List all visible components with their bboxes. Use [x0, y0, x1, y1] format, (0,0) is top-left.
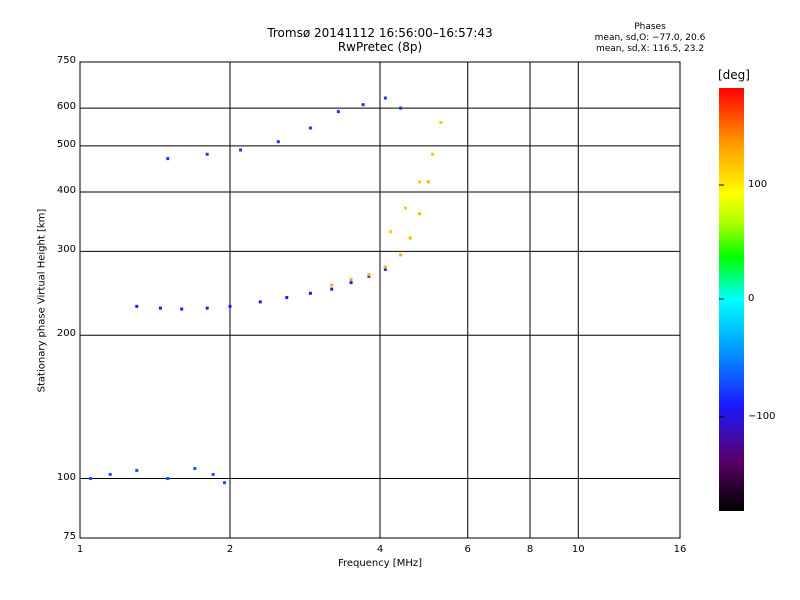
- data-point: [349, 281, 353, 285]
- y-tick-label: 100: [56, 471, 76, 483]
- data-point: [417, 180, 421, 184]
- data-point: [399, 253, 403, 257]
- y-tick-label: 75: [63, 531, 76, 542]
- data-point: [383, 96, 387, 100]
- data-point: [330, 287, 334, 291]
- chart-subtitle: RwPretec (8p): [337, 40, 423, 54]
- phases-o-stats: mean, sd,O: −77.0, 20.6: [594, 33, 706, 43]
- chart-title: Tromsø 20141112 16:56:00–16:57:43: [267, 26, 493, 40]
- data-point: [205, 306, 209, 310]
- x-tick-label: 4: [376, 544, 384, 555]
- data-point: [308, 291, 312, 295]
- data-point: [383, 267, 387, 271]
- y-tick-label: 300: [56, 244, 76, 256]
- colorbar-tick-label: −100: [748, 411, 776, 422]
- y-tick-label: 500: [56, 138, 76, 150]
- chart-data-points: [89, 96, 443, 485]
- data-point: [367, 274, 371, 278]
- data-point: [258, 300, 262, 304]
- data-point: [285, 296, 289, 300]
- data-point: [308, 126, 312, 130]
- data-point: [383, 265, 387, 269]
- chart-grid: [79, 61, 681, 539]
- colorbar-tick-label: 0: [748, 293, 755, 304]
- data-point: [211, 472, 215, 476]
- data-point: [408, 236, 412, 240]
- x-tick-label: 6: [464, 544, 471, 555]
- data-point: [180, 307, 184, 311]
- plot-frame: [79, 61, 681, 539]
- colorbar-tick-label: 100: [748, 179, 768, 190]
- x-tick-label: 10: [571, 544, 585, 555]
- data-point: [426, 180, 430, 184]
- x-tick-label: 16: [673, 544, 687, 555]
- data-point: [431, 152, 435, 156]
- data-point: [158, 306, 162, 310]
- data-point: [223, 481, 227, 485]
- y-tick-label: 750: [56, 55, 76, 66]
- data-point: [205, 152, 209, 156]
- y-tick-label: 600: [56, 101, 76, 113]
- colorbar-ticks: [719, 184, 724, 418]
- data-point: [349, 277, 353, 281]
- x-tick-label: 2: [226, 544, 234, 555]
- x-tick-label: 1: [76, 544, 84, 555]
- y-tick-label: 400: [56, 184, 76, 196]
- data-point: [89, 477, 93, 481]
- data-point: [135, 304, 139, 308]
- data-point: [417, 212, 421, 216]
- data-point: [399, 106, 403, 110]
- data-point: [330, 283, 334, 287]
- x-tick-label: 8: [526, 544, 534, 555]
- phases-x-stats: mean, sd,X: 116.5, 23.2: [595, 44, 705, 54]
- data-point: [389, 230, 393, 234]
- data-point: [193, 466, 197, 470]
- y-tick-label: 200: [56, 328, 76, 340]
- phases-heading: Phases: [634, 22, 666, 32]
- data-point: [166, 477, 170, 481]
- data-point: [403, 206, 407, 210]
- data-point: [439, 120, 443, 124]
- data-point: [135, 468, 139, 472]
- data-point: [239, 148, 243, 152]
- data-point: [108, 472, 112, 476]
- data-point: [367, 273, 371, 277]
- data-point: [276, 140, 280, 144]
- colorbar-label: [deg]: [718, 68, 750, 82]
- data-point: [166, 157, 170, 161]
- data-point: [336, 110, 340, 114]
- x-axis-label: Frequency [MHz]: [337, 558, 423, 569]
- data-point: [228, 304, 232, 308]
- y-axis-label: Stationary phase Virtual Height [km]: [36, 208, 48, 393]
- data-point: [361, 103, 365, 107]
